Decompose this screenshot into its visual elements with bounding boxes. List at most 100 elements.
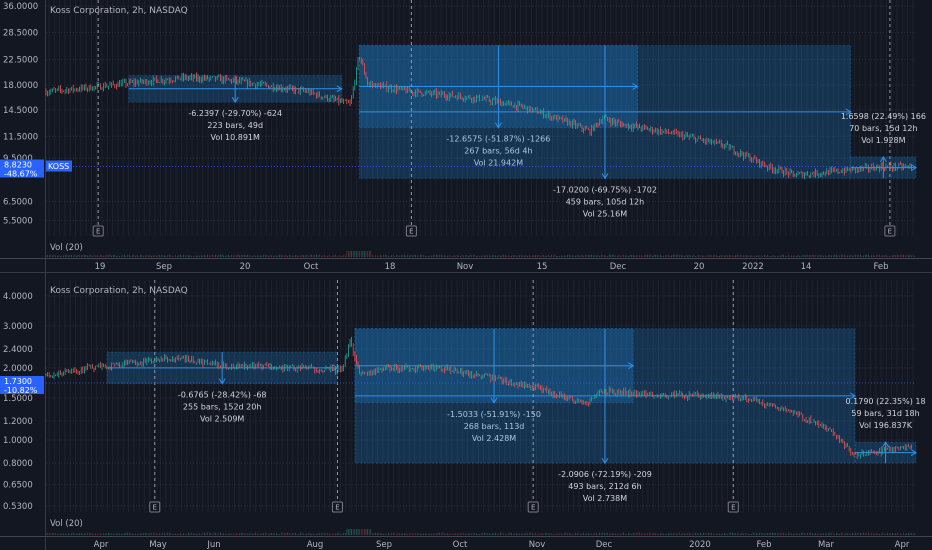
measure-label: Vol 10.891M	[211, 133, 261, 142]
y-tick-label: 11.5000	[3, 132, 38, 142]
measure-arrowhead	[231, 96, 239, 104]
measure-label: 59 bars, 31d 18h	[851, 409, 919, 418]
measure-label: -6.2397 (-29.70%) -624	[188, 109, 282, 118]
symbol-tag	[46, 160, 72, 172]
volume-label: Vol (20)	[50, 243, 83, 253]
candles	[45, 336, 912, 460]
y-tick-label: 22.5000	[3, 56, 38, 66]
x-tick-label: 19	[95, 262, 106, 272]
measure-arrowhead	[910, 164, 917, 172]
measure-arrowhead	[218, 378, 226, 385]
measure-arrowhead	[632, 83, 639, 90]
x-tick-label: Apr	[895, 540, 910, 550]
measure-arrowhead	[332, 364, 339, 372]
x-tick-label: Sep	[156, 262, 172, 272]
x-tick-label: 20	[240, 262, 251, 272]
measure-label: 255 bars, 152d 20h	[183, 403, 261, 412]
y-tick-label: 0.6500	[3, 481, 33, 491]
measure-label: -12.6575 (-51.87%) -1266	[446, 135, 550, 144]
y-tick-label: 3.0000	[3, 322, 33, 332]
earnings-badge-letter: E	[96, 228, 100, 236]
x-tick-label: Jun	[206, 540, 220, 550]
y-tick-label: 36.0000	[3, 2, 38, 12]
measure-label: -17.0200 (-69.75%) -1702	[553, 185, 657, 194]
price-tag	[0, 159, 44, 178]
x-tick-label: 20	[694, 262, 705, 272]
measure-arrowhead	[601, 457, 609, 465]
candles	[45, 56, 912, 180]
measure-label: 268 bars, 113d	[464, 422, 525, 431]
earnings-badge	[331, 501, 343, 513]
y-tick-label: 18.0000	[3, 81, 38, 91]
measure-label: -2.0906 (-72.19%) -209	[558, 470, 652, 479]
y-tick-label: 2.0000	[3, 364, 33, 374]
measure-label: 223 bars, 49d	[207, 121, 263, 130]
measure-arrowhead	[627, 362, 635, 370]
volume-label: Vol (20)	[50, 519, 83, 529]
x-tick-label: Nov	[457, 262, 474, 272]
measure-arrowhead	[879, 155, 887, 163]
measure-arrowhead	[882, 441, 889, 448]
y-tick-label: 2.4000	[3, 345, 33, 355]
y-tick-label: 0.5300	[3, 502, 33, 512]
earnings-badge-letter: E	[731, 504, 735, 512]
x-tick-label: Apr	[94, 540, 109, 550]
measure-arrowhead	[845, 108, 852, 116]
earnings-badge-letter: E	[531, 504, 535, 512]
earnings-badge-letter: E	[409, 228, 413, 236]
x-tick-label: Mar	[818, 540, 835, 550]
x-tick-label: Feb	[873, 262, 888, 272]
chart-pane-0: 36.0000 28.5000 22.5000 18.0000 14.5000 11.50…	[0, 0, 926, 272]
pane-title: Koss Corporation, 2h, NASDAQ	[50, 6, 188, 16]
measure-arrowhead	[849, 392, 857, 400]
measure-range: -2.0906 (-72.19%) -209 493 bars, 212d 6h V…	[354, 328, 857, 503]
measure-label: Vol 21.942M	[474, 159, 524, 168]
x-tick-label: 2022	[742, 262, 764, 272]
measure-label: 493 bars, 212d 6h	[568, 482, 641, 491]
y-tick-label: 6.5000	[3, 197, 33, 207]
x-tick-label: May	[149, 540, 167, 550]
x-tick-label: 14	[801, 262, 812, 272]
y-tick-label: 1.0000	[3, 436, 33, 446]
x-tick-label: Oct	[453, 540, 468, 550]
earnings-badge-letter: E	[888, 228, 892, 236]
earnings-badge	[527, 501, 539, 513]
measure-range: -17.0200 (-69.75%) -1702 459 bars, 105d 1…	[358, 44, 852, 218]
measure-label: 267 bars, 56d 4h	[464, 147, 532, 156]
earnings-badge	[149, 501, 161, 513]
pane-title: Koss Corporation, 2h, NASDAQ	[50, 286, 188, 296]
earnings-badge	[405, 225, 417, 237]
earnings-badge	[884, 225, 896, 237]
x-tick-label: Nov	[529, 540, 546, 550]
x-tick-label: Oct	[304, 262, 319, 272]
price-tag-value: 1.7300	[4, 377, 32, 386]
measure-range: -1.5033 (-51.91%) -150 268 bars, 113d Vol …	[354, 328, 635, 443]
price-tag	[0, 376, 44, 395]
measure-label: Vol 1.928M	[861, 136, 905, 145]
y-tick-label: 5.5000	[3, 216, 33, 226]
measure-label: Vol 2.509M	[200, 415, 244, 424]
measure-arrowhead	[494, 122, 502, 129]
x-tick-label: Aug	[307, 540, 324, 550]
measure-label: Vol 25.16M	[583, 209, 627, 218]
price-tag-change: -10.82%	[4, 386, 38, 395]
symbol-tag-label: KOSS	[48, 162, 69, 171]
y-tick-label: 14.5000	[3, 106, 38, 116]
measure-label: -0.6765 (-28.42%) -68	[178, 391, 267, 400]
y-tick-label: 1.5000	[3, 394, 33, 404]
measure-label: -1.5033 (-51.91%) -150	[447, 410, 541, 419]
y-tick-label: 0.8000	[3, 459, 33, 469]
earnings-badge-letter: E	[335, 504, 339, 512]
measure-arrowhead	[336, 85, 343, 93]
measure-arrowhead	[910, 449, 917, 457]
x-tick-label: 18	[385, 262, 396, 272]
measure-label: 1.6598 (22.49%) 166	[841, 112, 926, 121]
x-tick-label: 15	[537, 262, 548, 272]
price-tag-value: 8.8230	[4, 161, 32, 170]
earnings-badge	[727, 501, 739, 513]
measure-arrowhead	[490, 397, 498, 404]
measure-range: -12.6575 (-51.87%) -1266 267 bars, 56d 4h…	[358, 44, 639, 168]
earnings-badge-letter: E	[153, 504, 157, 512]
chart-pane-1: 4.0000 3.0000 2.4000 2.0000 1.5000 1.2000 1.00…	[0, 280, 926, 550]
